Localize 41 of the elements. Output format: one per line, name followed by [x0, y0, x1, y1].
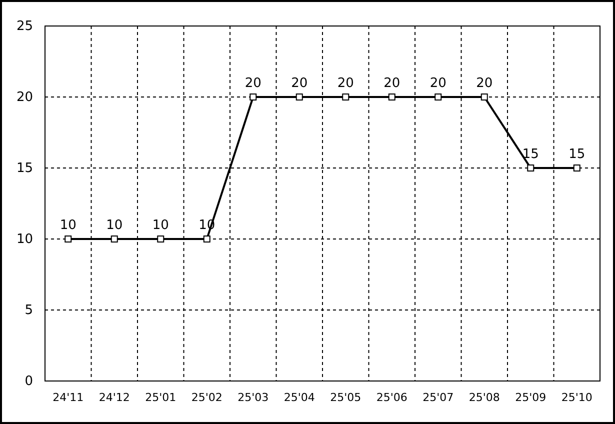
x-tick-label: 25'08 — [468, 390, 500, 404]
data-label: 20 — [244, 76, 262, 91]
y-tick-label: 20 — [16, 90, 33, 106]
data-label: 15 — [522, 147, 539, 162]
x-tick-label: 25'04 — [284, 390, 315, 404]
point — [434, 94, 442, 100]
data-label: 20 — [337, 76, 354, 91]
y-tick-label: 5 — [24, 303, 33, 318]
point — [480, 94, 488, 100]
y-tick-label: 0 — [24, 374, 33, 390]
point — [296, 94, 303, 100]
x-tick-label: 25'01 — [145, 390, 176, 404]
data-label: 10 — [106, 218, 123, 233]
x-tick-label: 25'06 — [376, 390, 408, 404]
y-tick-label: 10 — [16, 232, 33, 248]
x-tick-label: 25'05 — [330, 390, 362, 404]
y-tick-label: 25 — [16, 19, 33, 34]
point — [527, 164, 534, 172]
x-tick-label: 25'09 — [515, 390, 546, 404]
x-tick-label: 25'03 — [238, 390, 269, 404]
data-label: 20 — [384, 76, 400, 91]
x-tick-label: 24'11 — [52, 390, 84, 404]
data-label: 10 — [60, 218, 76, 233]
point — [342, 94, 350, 100]
x-tick-label: 25'02 — [191, 390, 222, 404]
x-tick-label: 25'10 — [561, 390, 592, 404]
point — [573, 164, 580, 172]
data-label: 20 — [291, 76, 308, 91]
point — [388, 94, 396, 100]
data-label: 20 — [430, 76, 446, 91]
point — [203, 236, 210, 242]
x-tick-label: 25'07 — [422, 390, 454, 404]
data-label: 15 — [568, 147, 586, 162]
x-tick-label: 24'12 — [98, 390, 130, 404]
point — [64, 236, 72, 242]
point — [250, 94, 257, 100]
point — [157, 236, 164, 242]
data-label: 20 — [476, 76, 493, 91]
point — [110, 236, 118, 242]
y-tick-label: 15 — [16, 161, 33, 176]
data-label: 10 — [152, 218, 169, 233]
